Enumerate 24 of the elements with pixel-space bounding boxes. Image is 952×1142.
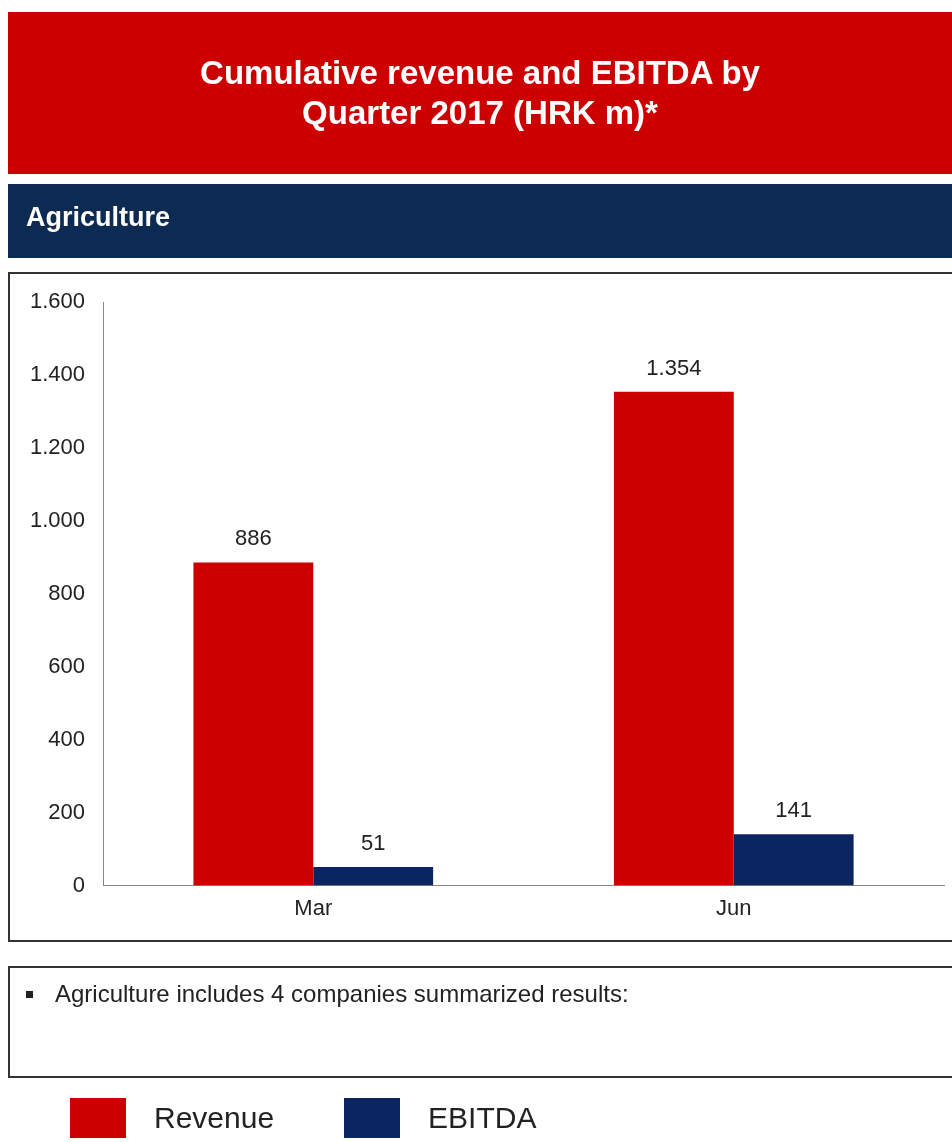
y-tick-label: 600: [48, 652, 86, 678]
legend-label: EBITDA: [428, 1101, 537, 1135]
bar: [193, 562, 314, 886]
x-tick-label: Jun: [716, 894, 752, 920]
bar: [313, 867, 434, 886]
y-tick-label: 1.400: [29, 361, 86, 387]
y-tick-label: 400: [48, 725, 86, 751]
text: Agriculture includes 4 companies summarized results:: [55, 980, 629, 1008]
y-tick-label: 1.200: [29, 433, 86, 459]
bar: [733, 834, 854, 886]
y-tick-label: 800: [48, 579, 86, 605]
data-label: 141: [775, 797, 813, 823]
y-tick-label: 0: [72, 871, 86, 897]
data-label: 51: [360, 830, 386, 856]
bar: [613, 391, 734, 886]
data-label: 1.354: [646, 354, 702, 380]
x-tick-label: Mar: [294, 894, 333, 920]
chart-title: Cumulative revenue and EBITDA by Quarter 2017 (HRK m)*: [8, 12, 952, 174]
y-tick-label: 1.600: [29, 288, 86, 314]
y-tick-label: 1.000: [29, 506, 86, 532]
y-tick-label: 200: [48, 798, 86, 824]
legend-label: Revenue: [154, 1101, 275, 1135]
chart-subtitle: Agriculture: [8, 184, 952, 258]
data-label: 886: [235, 525, 272, 551]
